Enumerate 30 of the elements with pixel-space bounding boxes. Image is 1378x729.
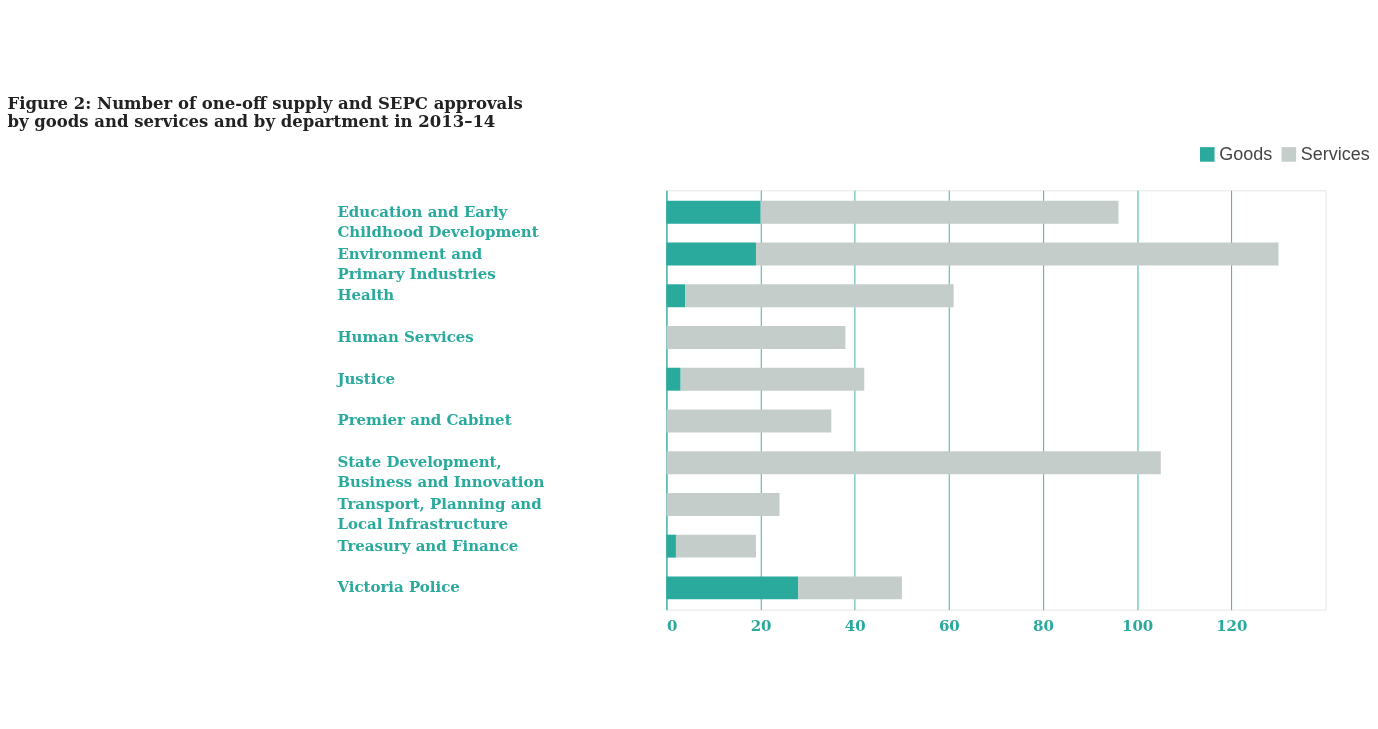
bar: [675, 534, 756, 558]
x-tick-label: 100: [1122, 617, 1154, 636]
bar: [798, 576, 902, 600]
y-tick-label: Justice: [335, 369, 396, 388]
y-tick-label: Environment and Primary Industries: [337, 244, 496, 283]
y-tick-label: Human Services: [337, 327, 474, 346]
legend-label: Goods: [1219, 143, 1273, 164]
x-tick-label: 0: [666, 617, 678, 636]
y-tick-label: Health: [337, 286, 395, 305]
bar: [680, 367, 865, 391]
y-tick-label: State Development, Business and Innovation: [337, 453, 545, 492]
bar: [666, 451, 1161, 475]
x-tick-label: 40: [844, 617, 866, 636]
text: Figure 2: Number of one-off supply and SEPC approvals by goods and services and by department in 2013–14: [7, 93, 523, 131]
bar: [666, 492, 780, 516]
bar: [755, 242, 1279, 266]
x-tick-label: 20: [750, 617, 772, 636]
x-tick-label: 120: [1216, 617, 1248, 636]
y-tick-label: Education and Early Childhood Development: [337, 202, 539, 241]
y-tick-label: Transport, Planning and Local Infrastructure: [337, 494, 543, 534]
y-tick-label: Victoria Police: [336, 578, 460, 597]
bar: [760, 200, 1119, 224]
bar: [685, 284, 954, 308]
y-tick-label: Treasury and Finance: [337, 536, 519, 555]
legend-label: Services: [1300, 143, 1370, 164]
bar: [666, 409, 832, 433]
x-tick-label: 60: [938, 617, 960, 636]
x-tick-label: 80: [1033, 617, 1054, 636]
y-tick-label: Premier and Cabinet: [337, 411, 512, 430]
bar: [666, 326, 846, 349]
